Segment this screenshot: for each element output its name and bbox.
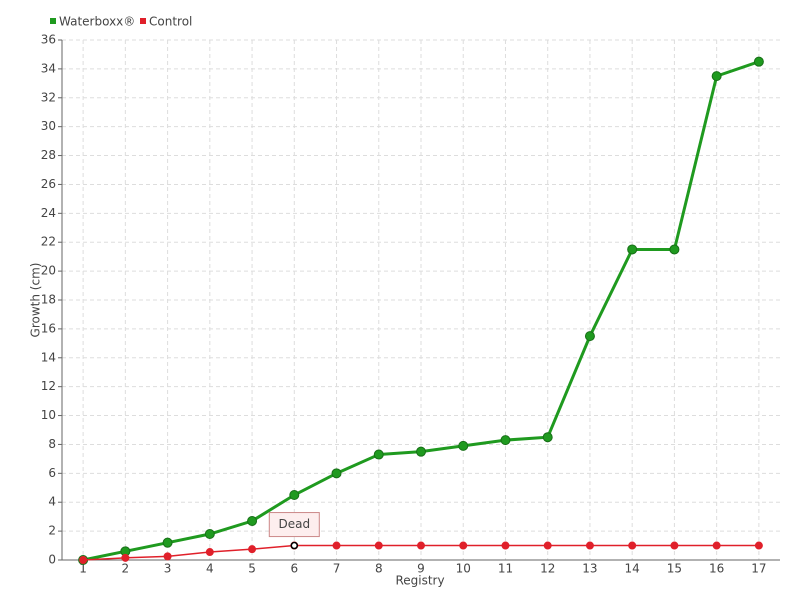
data-point [373,449,384,460]
data-point [247,516,258,526]
y-tick-label: 6 [48,466,56,480]
annotation-text: Dead [278,517,310,531]
x-tick-label: 10 [456,562,471,576]
y-tick-label: 30 [41,119,56,133]
data-point [711,71,722,82]
data-point [501,541,510,550]
data-point [670,541,679,550]
y-tick-label: 26 [41,177,56,191]
y-tick-label: 4 [48,495,56,509]
x-tick-label: 4 [206,562,214,576]
y-tick-label: 14 [41,350,56,364]
y-axis-label: Growth (cm) [29,263,43,338]
series-line [82,60,760,562]
y-tick-label: 12 [41,379,56,393]
x-tick-label: 15 [667,562,682,576]
data-point [248,545,257,554]
annotation-box [268,512,320,538]
data-point [162,537,173,548]
data-point [584,331,595,342]
y-tick-label: 8 [48,437,56,451]
x-tick-label: 1 [79,562,87,576]
y-tick-label: 22 [41,235,56,249]
legend-swatch [140,18,146,24]
data-point [754,541,763,550]
y-tick-label: 18 [41,293,56,307]
data-point [289,490,300,500]
data-point [332,541,341,550]
data-point [628,541,637,550]
legend-label: Waterboxx® [59,15,135,29]
y-tick-label: 36 [41,33,56,47]
x-tick-label: 6 [290,562,298,576]
legend-swatch [50,18,56,24]
data-point [205,548,214,557]
data-point [121,553,130,562]
x-tick-label: 16 [709,562,724,576]
y-tick-label: 34 [41,61,56,75]
data-point [669,244,680,255]
x-tick-label: 11 [498,562,513,576]
y-tick-label: 16 [41,321,56,335]
x-tick-label: 8 [375,562,383,576]
data-point [627,244,638,255]
y-tick-label: 10 [41,408,56,422]
data-point [542,432,553,443]
x-tick-label: 17 [751,562,766,576]
legend-label: Control [149,15,192,29]
data-point [374,541,383,550]
y-tick-label: 32 [41,90,56,104]
y-tick-label: 0 [48,553,56,567]
data-point [753,56,764,67]
data-point [712,541,721,550]
data-point [543,541,552,550]
x-tick-label: 7 [333,562,341,576]
y-tick-label: 20 [41,264,56,278]
data-point [204,529,215,539]
data-point [585,541,594,550]
x-tick-label: 3 [164,562,172,576]
x-tick-label: 9 [417,562,425,576]
data-point [500,435,511,446]
x-tick-label: 13 [582,562,597,576]
y-tick-label: 2 [48,524,56,538]
y-tick-label: 28 [41,148,56,162]
data-point [417,541,425,550]
x-tick-label: 2 [122,562,130,576]
x-tick-label: 5 [248,562,256,576]
x-tick-label: 12 [540,562,555,576]
data-point [459,541,468,550]
annotation-point [290,541,299,550]
data-point [163,552,172,561]
data-point [79,556,88,564]
data-point [331,468,342,479]
data-point [458,440,469,451]
x-tick-label: 14 [625,562,640,576]
x-axis-label: Registry [395,574,444,588]
data-point [416,446,426,457]
y-tick-label: 24 [41,206,56,220]
